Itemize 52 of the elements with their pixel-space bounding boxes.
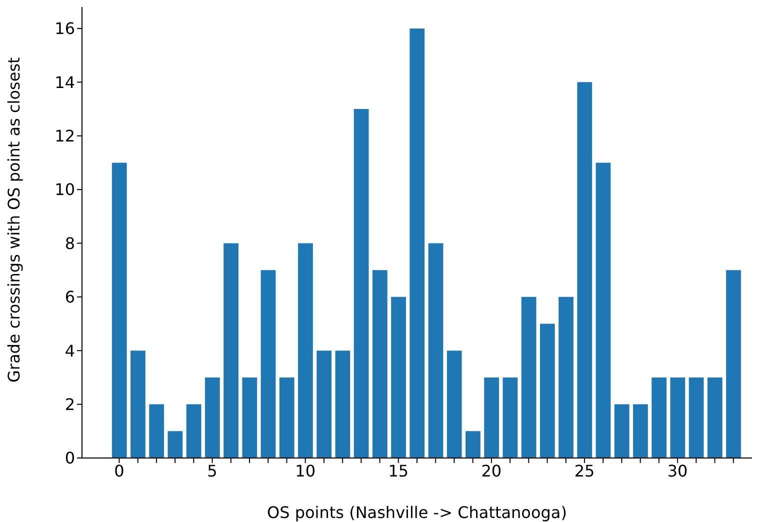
bar bbox=[633, 404, 648, 458]
bar bbox=[446, 350, 462, 458]
bar bbox=[168, 431, 183, 458]
bar bbox=[260, 270, 276, 458]
bar bbox=[558, 296, 574, 458]
bar bbox=[316, 350, 332, 458]
x-tick-label: 10 bbox=[295, 461, 316, 480]
y-tick-label: 16 bbox=[54, 19, 75, 38]
bar bbox=[596, 162, 611, 458]
bar bbox=[354, 109, 369, 458]
bar bbox=[410, 28, 425, 458]
bar bbox=[335, 350, 350, 458]
y-tick-label: 12 bbox=[54, 126, 75, 146]
x-tick-label: 25 bbox=[574, 461, 595, 480]
bar bbox=[112, 162, 127, 458]
bar bbox=[466, 431, 480, 458]
bar bbox=[242, 377, 258, 458]
bar bbox=[224, 243, 238, 458]
x-tick-label: 15 bbox=[388, 461, 409, 480]
y-tick-label: 2 bbox=[64, 394, 75, 414]
bar bbox=[149, 404, 164, 458]
bar bbox=[279, 377, 294, 458]
x-axis-title: OS points (Nashville -> Chattanooga) bbox=[267, 503, 567, 522]
bar bbox=[577, 82, 592, 458]
y-tick-label: 0 bbox=[64, 448, 75, 468]
y-tick-label: 10 bbox=[54, 180, 75, 200]
bar bbox=[186, 404, 202, 458]
bar bbox=[372, 270, 388, 458]
bar bbox=[428, 243, 444, 458]
x-tick-label: 0 bbox=[114, 461, 124, 480]
y-axis-title: Grade crossings with OS point as closest bbox=[4, 57, 24, 382]
bar bbox=[707, 377, 722, 458]
y-tick-label: 14 bbox=[54, 72, 75, 92]
bar bbox=[298, 243, 313, 458]
bar bbox=[726, 270, 741, 458]
y-tick-label: 4 bbox=[64, 341, 75, 360]
bar bbox=[130, 350, 146, 458]
bar bbox=[204, 377, 220, 458]
bar bbox=[670, 377, 686, 458]
bar bbox=[502, 377, 518, 458]
y-tick-label: 8 bbox=[64, 234, 75, 253]
x-tick-label: 20 bbox=[481, 461, 502, 480]
bar bbox=[614, 404, 630, 458]
bar bbox=[652, 377, 667, 458]
bar bbox=[540, 324, 555, 458]
bar bbox=[688, 377, 704, 458]
bar bbox=[391, 296, 406, 458]
y-tick-label: 6 bbox=[64, 288, 75, 307]
x-tick-label: 5 bbox=[207, 461, 218, 480]
x-tick-label: 30 bbox=[667, 461, 688, 480]
bar bbox=[521, 296, 536, 458]
bar bbox=[484, 377, 500, 458]
